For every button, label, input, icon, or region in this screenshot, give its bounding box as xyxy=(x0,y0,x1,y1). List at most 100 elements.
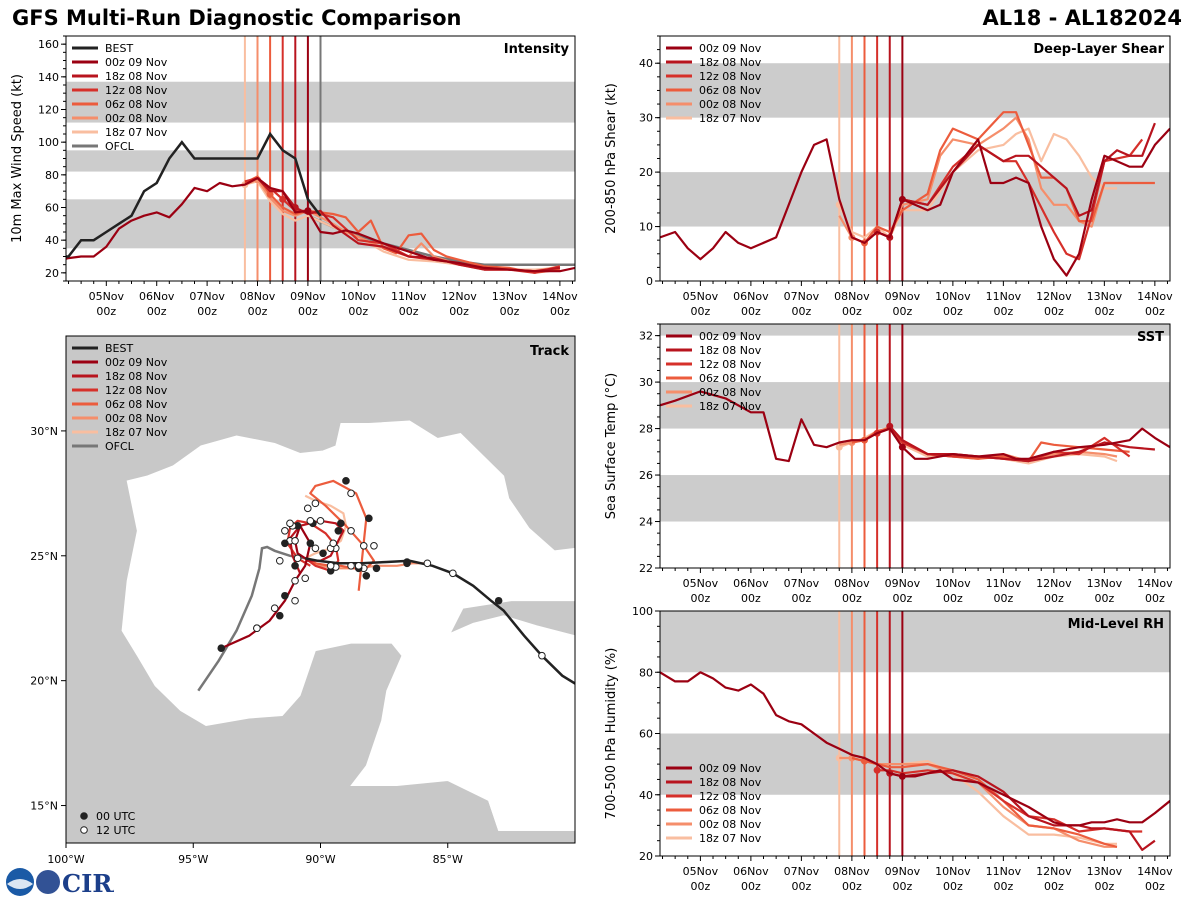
shear-xtick-day-1: 06Nov xyxy=(733,290,769,303)
track-marker-1-1 xyxy=(334,527,343,535)
sst-xtick-day-6: 11Nov xyxy=(986,577,1022,590)
rh-panel: 20 40 60 80 100 05Nov 00z 06Nov 00z 07Nov 00z 08Nov… xyxy=(604,605,1173,893)
track-marker-3-3 xyxy=(342,477,350,485)
shear-xtick-hour-8: 00z xyxy=(1094,305,1114,318)
shear-ytick-label-3: 30 xyxy=(639,112,653,125)
shear-xtick-hour-3: 00z xyxy=(842,305,862,318)
rh-legend-label-2: 12z 08 Nov xyxy=(699,790,762,803)
rh-xtick-day-1: 06Nov xyxy=(733,865,769,878)
intensity-legend-label-6: 18z 07 Nov xyxy=(105,126,168,139)
shear-series-1 xyxy=(888,122,1156,238)
intensity-xtick-day-7: 12Nov xyxy=(441,290,477,303)
rh-xtick-hour-2: 00z xyxy=(791,880,811,893)
intensity-ytick-label-7: 160 xyxy=(38,38,59,51)
rh-xtick-day-9: 14Nov xyxy=(1137,865,1173,878)
sst-legend-label-3: 06z 08 Nov xyxy=(699,372,762,385)
track-xtick-label-3: 85°W xyxy=(433,853,463,866)
track-open-marker-11 xyxy=(291,596,299,605)
sst-xtick-hour-4: 00z xyxy=(892,592,912,605)
track-ytick-label-3: 30°N xyxy=(30,425,58,438)
sst-xtick-hour-3: 00z xyxy=(842,592,862,605)
track-open-marker-3 xyxy=(286,519,294,528)
intensity-xtick-hour-8: 00z xyxy=(500,305,520,318)
track-open-marker-10 xyxy=(301,574,310,583)
shear-xtick-hour-6: 00z xyxy=(993,305,1013,318)
intensity-series-3 xyxy=(244,175,561,274)
rh-xtick-hour-9: 00z xyxy=(1145,880,1165,893)
sst-plot-area xyxy=(660,324,1170,568)
track-xtick-label-0: 100°W xyxy=(47,853,84,866)
shear-ytick-label-4: 40 xyxy=(639,57,653,70)
track-open-marker-1 xyxy=(303,504,312,513)
rh-band-1 xyxy=(660,611,1170,673)
rh-ytick-label-4: 100 xyxy=(632,605,653,618)
intensity-xtick-day-9: 14Nov xyxy=(542,290,578,303)
shear-legend-label-4: 00z 08 Nov xyxy=(699,98,762,111)
sst-legend-label-0: 00z 09 Nov xyxy=(699,330,762,343)
sst-ylabel: Sea Surface Temp (°C) xyxy=(604,373,619,520)
intensity-ytick-label-4: 100 xyxy=(38,136,59,149)
intensity-xtick-hour-9: 00z xyxy=(550,305,570,318)
shear-xtick-day-8: 13Nov xyxy=(1087,290,1123,303)
shear-ylabel: 200-850 hPa Shear (kt) xyxy=(604,83,619,234)
track-marker-2-5 xyxy=(293,554,302,563)
track-series-0 xyxy=(220,524,312,650)
track-marker-0-2 xyxy=(281,591,289,600)
rh-xtick-hour-8: 00z xyxy=(1094,880,1114,893)
rh-xtick-hour-0: 00z xyxy=(691,880,711,893)
sst-legend-label-2: 12z 08 Nov xyxy=(699,358,762,371)
intensity-legend-label-2: 18z 08 Nov xyxy=(105,70,168,83)
track-legend-label-3: 12z 08 Nov xyxy=(105,384,168,397)
cira-logo-text: CIRA xyxy=(62,869,114,898)
shear-xtick-hour-2: 00z xyxy=(791,305,811,318)
rh-legend-label-5: 18z 07 Nov xyxy=(699,832,762,845)
track-open-marker-9 xyxy=(253,624,261,633)
track-marker-5-1 xyxy=(337,519,345,528)
track-marker-0-5 xyxy=(217,644,226,652)
rh-panel-title: Mid-Level RH xyxy=(1068,617,1164,632)
intensity-legend-label-1: 00z 09 Nov xyxy=(105,56,168,69)
track-frame xyxy=(65,335,576,844)
track-best-marker-0 xyxy=(579,685,586,692)
intensity-xtick-day-5: 10Nov xyxy=(341,290,377,303)
rh-xtick-day-0: 05Nov xyxy=(683,865,719,878)
sst-xtick-day-2: 07Nov xyxy=(784,577,820,590)
track-open-marker-16 xyxy=(275,556,284,565)
intensity-xtick-day-1: 06Nov xyxy=(139,290,175,303)
rh-legend-label-3: 06z 08 Nov xyxy=(699,804,762,817)
intensity-ytick-label-0: 20 xyxy=(45,267,59,280)
track-marker-0-0 xyxy=(306,539,315,548)
intensity-xtick-day-0: 05Nov xyxy=(89,290,125,303)
shear-ytick-label-1: 10 xyxy=(639,221,653,234)
shear-xtick-day-9: 14Nov xyxy=(1137,290,1173,303)
rh-xtick-day-2: 07Nov xyxy=(784,865,820,878)
storm-id-title: AL18 - AL182024 xyxy=(982,6,1183,30)
rh-xtick-day-7: 12Nov xyxy=(1036,865,1072,878)
intensity-xtick-hour-2: 00z xyxy=(197,305,217,318)
sst-xtick-day-4: 09Nov xyxy=(885,577,921,590)
intensity-xtick-day-2: 07Nov xyxy=(189,290,225,303)
intensity-plot-area xyxy=(66,36,575,281)
intensity-xtick-day-8: 13Nov xyxy=(492,290,528,303)
track-legend-label-7: OFCL xyxy=(105,440,135,453)
track-panel-title: Track xyxy=(530,344,569,359)
sst-xtick-day-1: 06Nov xyxy=(733,577,769,590)
track-marker-3-5 xyxy=(362,571,371,580)
cuba-land xyxy=(449,600,575,637)
intensity-xtick-hour-1: 00z xyxy=(147,305,167,318)
track-marker-3-2 xyxy=(359,541,368,550)
intensity-xtick-hour-7: 00z xyxy=(449,305,469,318)
sst-xtick-hour-0: 00z xyxy=(691,592,711,605)
cira-globe-icon xyxy=(36,870,60,894)
intensity-xtick-hour-3: 00z xyxy=(248,305,268,318)
shear-xtick-day-3: 08Nov xyxy=(834,290,870,303)
sst-xtick-day-3: 08Nov xyxy=(834,577,870,590)
track-xtick-label-2: 90°W xyxy=(305,853,335,866)
rh-legend-label-1: 18z 08 Nov xyxy=(699,776,762,789)
track-best-marker-3 xyxy=(449,569,457,578)
sst-band-2 xyxy=(660,324,1170,336)
sst-xtick-hour-9: 00z xyxy=(1145,592,1165,605)
track-marker-1-5 xyxy=(291,561,299,570)
track-marker-0-3 xyxy=(275,611,284,620)
shear-series-0 xyxy=(660,127,1170,277)
